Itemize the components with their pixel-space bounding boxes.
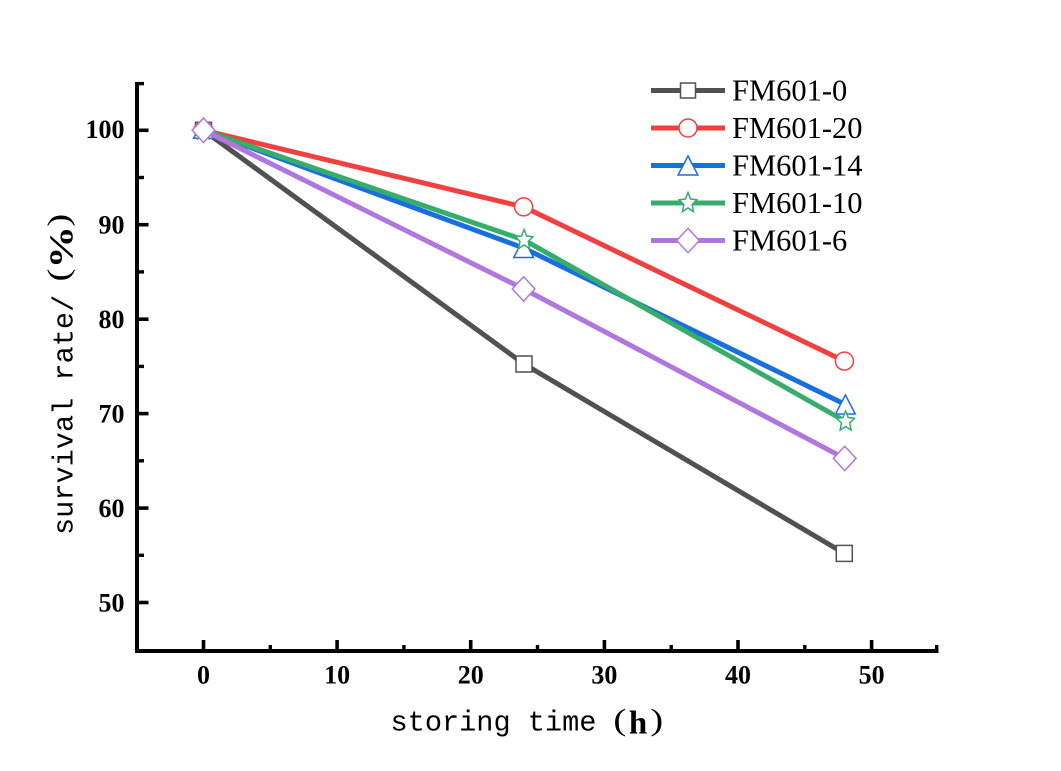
- svg-text:(: (: [613, 703, 626, 737]
- svg-text:100: 100: [86, 115, 125, 144]
- svg-text:FM601-20: FM601-20: [732, 111, 863, 145]
- svg-text:80: 80: [99, 305, 125, 334]
- svg-text:90: 90: [99, 211, 125, 240]
- svg-text:70: 70: [99, 399, 125, 428]
- svg-text:): ): [41, 214, 75, 227]
- svg-text:): ): [650, 703, 663, 737]
- svg-text:%: %: [43, 226, 80, 268]
- svg-text:50: 50: [99, 588, 125, 617]
- svg-text:50: 50: [859, 661, 885, 690]
- svg-text:20: 20: [458, 661, 484, 690]
- svg-text:h: h: [629, 706, 647, 742]
- svg-text:10: 10: [324, 661, 350, 690]
- svg-text:FM601-6: FM601-6: [732, 224, 847, 258]
- svg-text:0: 0: [197, 661, 210, 690]
- svg-text:40: 40: [725, 661, 751, 690]
- svg-text:FM601-10: FM601-10: [732, 186, 863, 220]
- svg-text:storing time: storing time: [391, 707, 597, 740]
- svg-text:30: 30: [591, 661, 617, 690]
- svg-text:FM601-0: FM601-0: [732, 74, 847, 108]
- svg-text:survival rate/: survival rate/: [49, 295, 82, 535]
- svg-text:FM601-14: FM601-14: [732, 149, 863, 183]
- svg-text:60: 60: [99, 494, 125, 523]
- svg-text:(: (: [41, 269, 75, 282]
